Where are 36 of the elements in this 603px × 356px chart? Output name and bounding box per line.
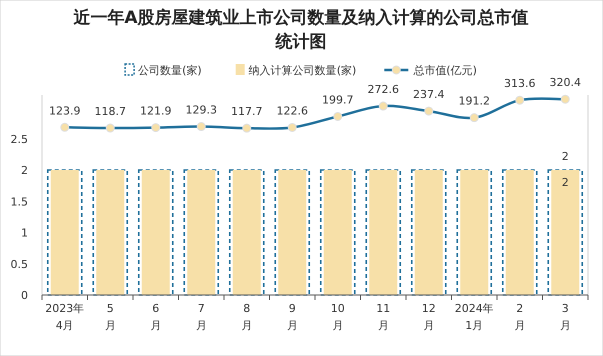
data-label: 121.9 (140, 104, 172, 118)
data-label: 313.6 (504, 77, 536, 90)
y-tick-label: 1 (21, 226, 28, 240)
legend-label: 纳入计算公司数量(家) (248, 64, 356, 77)
y-tick-label: 0 (21, 289, 28, 302)
x-tick-label: 3 月 (560, 302, 571, 332)
y-tick-label: 2.5 (10, 132, 28, 146)
x-tick-label: 11 月 (376, 302, 390, 332)
data-label: 117.7 (231, 105, 262, 118)
data-label: 2 (562, 176, 569, 189)
data-label: 122.6 (276, 104, 308, 118)
data-label: 129.3 (186, 104, 217, 117)
x-tick-label: 2024年 1月 (454, 302, 494, 332)
title: 近一年A股房屋建筑业上市公司数量及纳入计算的公司总市值统计图 (73, 8, 529, 52)
x-tick-label: 8 月 (241, 302, 252, 332)
data-label: 272.6 (368, 83, 399, 96)
data-label: 199.7 (322, 93, 354, 106)
data-label: 2 (562, 150, 569, 163)
legend-label: 公司数量(家) (138, 64, 202, 77)
x-tick-label: 2023年 4月 (45, 302, 84, 332)
y-tick-label: 2 (21, 164, 28, 177)
data-label: 118.7 (94, 105, 126, 118)
x-tick-label: 6 月 (150, 302, 162, 332)
x-tick-label: 2 月 (514, 302, 526, 332)
x-tick-label: 10 月 (330, 302, 345, 332)
legend-label: 总市值(亿元) (412, 64, 477, 77)
data-label: 191.2 (458, 94, 490, 108)
data-label: 320.4 (550, 76, 581, 90)
data-label: 123.9 (49, 104, 80, 118)
x-tick-label: 5 月 (104, 302, 116, 332)
data-label: 237.4 (413, 88, 444, 102)
y-tick-label: 1.5 (10, 195, 28, 208)
y-tick-label: 0.5 (10, 258, 28, 271)
x-tick-label: 12 月 (422, 302, 436, 332)
x-tick-label: 9 月 (286, 302, 298, 332)
x-tick-label: 7 月 (196, 302, 207, 332)
